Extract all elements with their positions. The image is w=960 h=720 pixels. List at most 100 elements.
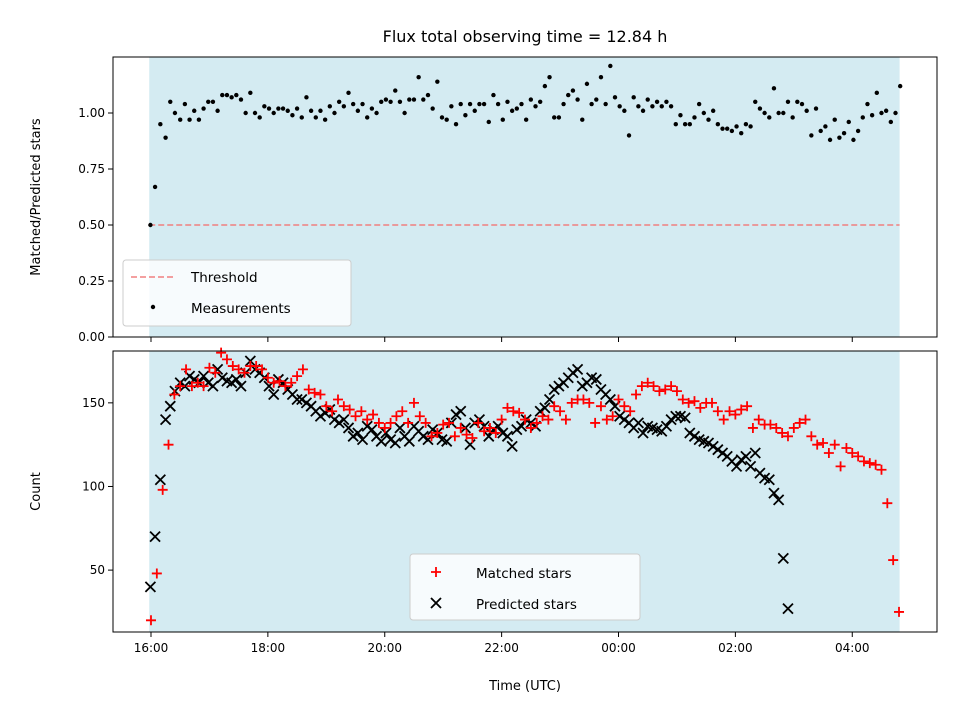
matched-star-marker (286, 377, 297, 388)
matched-star-marker (642, 377, 653, 388)
predicted-star-marker (501, 430, 514, 442)
measurement-point (481, 101, 487, 107)
predicted-star-marker (333, 417, 345, 429)
measurement-point (336, 99, 342, 105)
predicted-star-marker (716, 447, 729, 459)
measurement-point (514, 106, 520, 111)
legend-box (409, 553, 641, 621)
predicted-star-marker (441, 435, 453, 447)
predicted-star-marker (632, 417, 645, 429)
measurement-point (158, 122, 163, 127)
legend-matched-label: Matched stars (476, 566, 572, 582)
matched-star-marker (338, 401, 349, 412)
measurement-point (631, 95, 636, 100)
measurement-point (556, 115, 562, 120)
matched-star-marker (408, 397, 419, 408)
measurement-point (178, 117, 183, 122)
matched-star-marker (531, 417, 542, 428)
matched-star-marker (368, 409, 379, 420)
measurement-point (584, 81, 590, 87)
matched-star-marker (812, 439, 823, 450)
measurement-point (299, 115, 304, 120)
count-panel: 16:00 18:00 20:00 22:00 00:00 02:00 04:00 50 100… (29, 348, 938, 655)
predicted-star-marker (230, 373, 242, 386)
matched-star-marker (198, 381, 209, 392)
measurement-point (598, 74, 604, 80)
measurement-point (252, 110, 258, 116)
measurement-point (163, 135, 168, 140)
measurement-point (654, 99, 660, 105)
matched-star-marker (514, 407, 525, 418)
predicted-star-marker (730, 460, 743, 473)
measurement-point (152, 184, 158, 190)
measurement-point (781, 110, 786, 116)
matched-star-marker (666, 381, 677, 392)
matched-star-marker (736, 404, 747, 415)
legend-predicted-swatch (430, 597, 442, 609)
matched-star-marker (765, 419, 776, 430)
legend-matched-swatch (431, 567, 441, 577)
predicted-star-marker (352, 427, 364, 439)
measurement-point (841, 130, 847, 136)
matched-star-marker (181, 364, 192, 375)
matched-star-marker (175, 381, 186, 392)
matched-star-marker (683, 397, 694, 408)
matched-star-marker (631, 389, 642, 400)
measurement-point (453, 122, 459, 127)
matched-star-marker (251, 361, 262, 372)
matched-star-marker (344, 404, 355, 415)
matched-star-marker (560, 414, 571, 425)
matched-star-marker (221, 354, 232, 365)
measurement-point (603, 101, 608, 107)
measurement-point (467, 101, 473, 107)
measurement-point (224, 92, 230, 98)
matched-star-marker (782, 431, 793, 442)
predicted-star-marker (149, 531, 161, 543)
matched-star-marker (753, 414, 764, 425)
matched-star-marker (835, 461, 846, 472)
matched-star-marker (601, 414, 612, 425)
matched-star-marker (233, 364, 244, 375)
measurement-point (650, 104, 655, 109)
measurement-point (444, 117, 449, 122)
matched-star-marker (432, 427, 443, 438)
y-tick-label: 0.50 (78, 218, 105, 232)
measurement-point (678, 113, 683, 118)
panel-frame (112, 56, 938, 338)
measurement-point (402, 110, 407, 116)
legend-measurements-swatch (150, 304, 156, 310)
matched-star-marker (461, 429, 472, 440)
matched-star-marker (695, 402, 706, 413)
matched-star-marker (747, 422, 758, 433)
predicted-star-marker (637, 427, 649, 439)
matched-star-marker (479, 426, 490, 437)
measurement-point (874, 90, 880, 96)
matched-star-marker (379, 422, 390, 433)
y-tick-label: 150 (82, 396, 105, 410)
x-tick-label: 04:00 (835, 641, 870, 655)
measurement-point (608, 63, 613, 69)
measurement-point (552, 115, 557, 120)
matched-star-marker (730, 409, 741, 420)
predicted-star-marker (763, 474, 775, 486)
measurement-point (626, 133, 632, 138)
measurement-point (533, 104, 538, 109)
measurement-point (425, 92, 431, 98)
matched-star-marker (677, 394, 688, 405)
measurement-point (449, 104, 454, 109)
matched-star-marker (537, 411, 548, 422)
x-axis-label: Time (UTC) (488, 679, 561, 694)
predicted-star-marker (688, 430, 701, 442)
measurement-point (851, 137, 856, 143)
measurement-point (248, 90, 253, 96)
matched-star-marker (590, 417, 601, 428)
legend-predicted-label: Predicted stars (476, 597, 577, 613)
measurement-point (276, 106, 281, 111)
matched-star-marker (718, 414, 729, 425)
predicted-star-marker (197, 370, 210, 382)
predicted-star-marker (300, 397, 313, 409)
predicted-star-marker (159, 413, 172, 426)
measurement-point (668, 104, 674, 109)
measurement-point (421, 97, 426, 102)
matched-star-marker (332, 394, 343, 405)
